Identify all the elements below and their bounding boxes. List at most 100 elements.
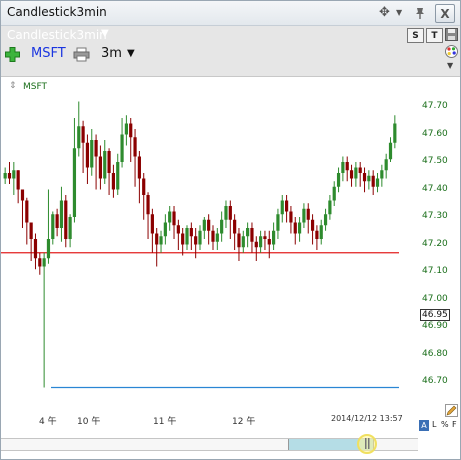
candle-body — [155, 233, 159, 245]
layout-name[interactable]: Candlestick3min — [7, 28, 107, 42]
candle-body — [310, 219, 315, 231]
candle-body — [371, 175, 375, 187]
candle-body — [77, 126, 81, 149]
scroll-handle-highlight-icon[interactable] — [352, 434, 382, 459]
symbol-link[interactable]: MSFT — [31, 46, 66, 61]
x-tick-label: 4 午 — [39, 417, 57, 427]
candle-body — [332, 186, 336, 201]
candle-body — [124, 123, 128, 135]
pencil-icon[interactable] — [445, 404, 458, 420]
candlestick-chart[interactable]: ⇕ MSFT 47.70 47.60 47.50 47.40 47.30 47.20 47.… — [1, 77, 460, 437]
close-icon[interactable]: X — [435, 4, 455, 23]
period-dropdown-icon[interactable]: ▼ — [127, 48, 135, 59]
candle-body — [7, 173, 12, 179]
candle-body — [224, 206, 228, 220]
candle-body — [68, 217, 72, 239]
candle-body — [319, 225, 323, 239]
candle-body — [380, 170, 384, 179]
move-menu-caret-icon[interactable]: ▼ — [396, 8, 403, 17]
candle-body — [185, 228, 189, 245]
candle-body — [237, 233, 241, 248]
candle-body — [215, 233, 219, 242]
candle-body — [33, 239, 38, 259]
candle-body — [12, 170, 16, 179]
candle-body — [341, 162, 345, 173]
candle-body — [16, 170, 20, 190]
candle-body — [272, 230, 276, 245]
settings-s-button[interactable]: S — [407, 28, 424, 43]
candle-body — [85, 142, 90, 168]
candle-body — [228, 206, 232, 220]
time-scrollbar[interactable] — [1, 434, 460, 459]
printer-icon[interactable] — [73, 47, 90, 62]
candle-body — [29, 222, 33, 239]
chart-plot[interactable] — [1, 77, 460, 437]
candle-body — [254, 241, 258, 248]
palette-icon[interactable] — [445, 45, 458, 61]
log-scale-button[interactable]: L — [432, 420, 437, 429]
y-tick-label: 47.70 — [422, 101, 448, 111]
candle-body — [388, 142, 393, 160]
candle-body — [38, 258, 42, 267]
y-tick-label: 46.70 — [422, 376, 448, 386]
candle-body — [42, 258, 46, 267]
candle-body — [358, 167, 362, 173]
x-tick-label: 11 午 — [153, 417, 177, 427]
y-tick-label: 47.20 — [422, 238, 448, 249]
candle-body — [375, 178, 380, 187]
chart-symbol-label: MSFT — [23, 82, 47, 92]
candle-body — [55, 214, 59, 228]
scale-mode-buttons: A L % F — [419, 420, 459, 432]
move-icon[interactable]: ✥ — [379, 5, 390, 20]
candle-body — [306, 208, 310, 220]
y-tick-label: 46.80 — [422, 348, 448, 359]
candle-body — [328, 200, 332, 215]
candle-body — [20, 189, 25, 201]
period-select[interactable]: 3m — [101, 46, 122, 61]
candle-body — [250, 228, 254, 242]
save-icon[interactable] — [445, 28, 458, 44]
candle-body — [81, 126, 85, 143]
candle-body — [90, 140, 94, 168]
candle-body — [176, 225, 180, 234]
candle-body — [202, 219, 206, 231]
candle-body — [25, 200, 29, 223]
candle-body — [64, 200, 68, 239]
y-tick-label: 47.50 — [422, 156, 448, 166]
candle-body — [246, 228, 250, 237]
window-title: Candlestick3min — [7, 5, 107, 19]
candle-body — [111, 173, 116, 190]
y-tick-label: 47.30 — [422, 211, 448, 221]
percent-scale-button[interactable]: % — [441, 420, 449, 429]
title-bar: Candlestick3min ✥ ▼ X — [1, 1, 460, 26]
candle-body — [259, 236, 263, 248]
candle-body — [168, 211, 172, 223]
candle-body — [220, 219, 224, 234]
add-icon[interactable] — [5, 47, 20, 62]
candle-body — [280, 200, 284, 215]
candle-body — [393, 123, 397, 143]
candle-body — [137, 156, 141, 179]
candle-body — [94, 140, 98, 157]
candle-body — [163, 222, 167, 237]
y-tick-label: 47.10 — [422, 266, 448, 276]
tools-t-button[interactable]: T — [426, 28, 443, 43]
candle-body — [289, 211, 293, 223]
chart-pin-icon[interactable]: ⇕ — [9, 81, 17, 91]
y-tick-label: 47.60 — [422, 128, 448, 139]
candle-body — [367, 175, 371, 182]
toolbar-menu-caret-icon[interactable]: ▼ — [447, 61, 454, 70]
candle-body — [181, 233, 185, 245]
candle-body — [302, 208, 306, 223]
pin-icon[interactable] — [413, 4, 427, 21]
candle-body — [72, 148, 77, 217]
candle-body — [59, 200, 64, 228]
candle-body — [276, 214, 280, 231]
auto-scale-button[interactable]: A — [419, 420, 429, 431]
layout-dropdown-icon[interactable]: ▼ — [101, 28, 109, 39]
candle-body — [336, 173, 341, 187]
fixed-scale-button[interactable]: F — [452, 420, 457, 429]
candle-body — [107, 151, 111, 173]
candle-body — [315, 230, 319, 239]
